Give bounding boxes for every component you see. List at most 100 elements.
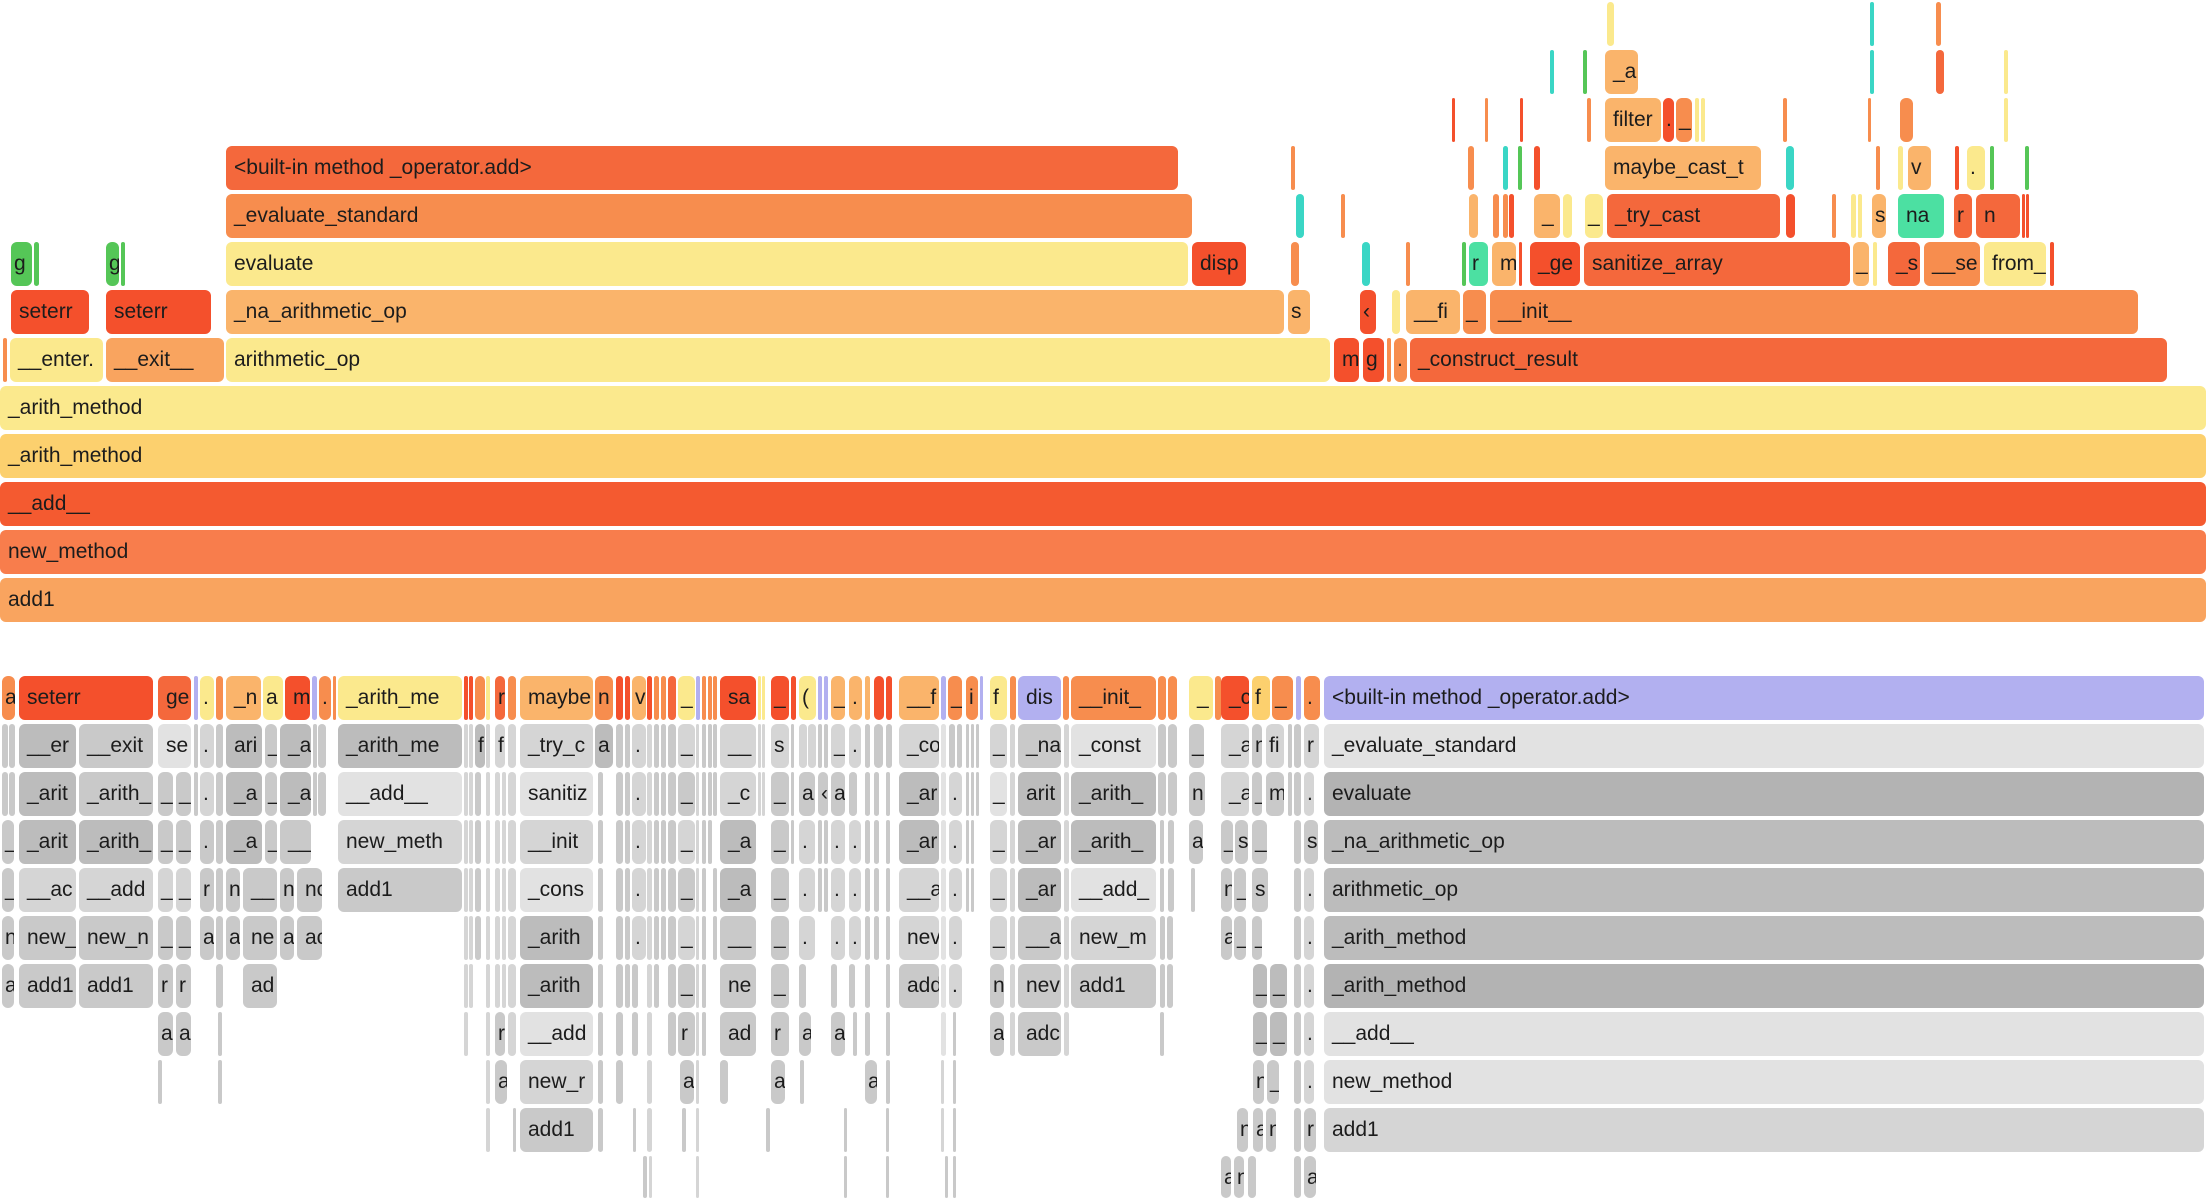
frame-n[interactable]: n (990, 964, 1004, 1008)
frame-sliver[interactable] (696, 1108, 699, 1152)
frame-sliver[interactable]: . (632, 916, 646, 960)
frame-_const[interactable]: _const (1071, 724, 1156, 768)
frame-sliver[interactable] (713, 772, 717, 816)
frame-sliver[interactable] (2026, 194, 2029, 238)
frame-sliver[interactable] (668, 676, 676, 720)
frame-sliver[interactable]: ‹ (1360, 290, 1376, 334)
frame-f[interactable]: f (1252, 676, 1270, 720)
frame-sliver[interactable] (502, 916, 506, 960)
frame-sliver[interactable] (194, 724, 198, 768)
frame-sliver[interactable] (1291, 242, 1299, 286)
frame-_arith[interactable]: _arith (520, 916, 593, 960)
frame-sliver[interactable] (941, 964, 946, 1008)
frame-sliver[interactable] (791, 820, 794, 864)
frame-sliver[interactable] (886, 676, 892, 720)
frame-sliver[interactable] (824, 676, 828, 720)
frame-v[interactable]: v (632, 676, 646, 720)
frame-sliver[interactable] (1783, 98, 1787, 142)
frame-sliver[interactable] (668, 868, 676, 912)
frame-_[interactable]: _ (1253, 1012, 1267, 1056)
frame-sliver[interactable] (495, 868, 500, 912)
frame-sliver[interactable] (647, 772, 652, 816)
frame-_a[interactable]: _a (226, 772, 262, 816)
frame-sliver[interactable]: . (799, 820, 815, 864)
frame-_[interactable]: _ (1253, 964, 1267, 1008)
frame-sliver[interactable] (668, 724, 676, 768)
frame-sliver[interactable] (953, 1012, 956, 1056)
frame-sliver[interactable] (1064, 916, 1069, 960)
frame-sliver[interactable] (469, 916, 473, 960)
frame-sliver[interactable] (661, 868, 666, 912)
frame-_arith_[interactable]: _arith_ (1071, 820, 1156, 864)
frame-sliver[interactable] (486, 676, 490, 720)
frame-n[interactable]: n (1189, 772, 1205, 816)
frame-_co[interactable]: _co (899, 724, 939, 768)
frame-sliver[interactable]: . (1663, 98, 1674, 142)
frame-r[interactable] (1294, 772, 1301, 816)
frame-_[interactable]: _ (1270, 964, 1287, 1008)
frame-sliver[interactable] (708, 724, 712, 768)
frame-_[interactable]: _ (1853, 242, 1869, 286)
frame-sliver[interactable] (831, 964, 837, 1008)
frame-sliver[interactable]: . (200, 820, 214, 864)
frame-nev[interactable]: nev (1018, 964, 1061, 1008)
frame-_[interactable]: _ (1234, 868, 1246, 912)
frame-_[interactable] (1294, 964, 1301, 1008)
frame-s[interactable]: s (1872, 194, 1886, 238)
frame-sliver[interactable] (2, 724, 8, 768)
frame-sliver[interactable] (1550, 50, 1554, 94)
frame-sliver[interactable]: . (849, 868, 861, 912)
frame-new_method[interactable]: new_method (0, 530, 2206, 574)
frame-_arit[interactable]: _arit (19, 820, 76, 864)
frame-_[interactable]: _ (1676, 98, 1692, 142)
frame-sliver[interactable] (495, 820, 500, 864)
frame-sliver[interactable] (941, 1108, 944, 1152)
frame-sliver[interactable]: . (632, 820, 646, 864)
frame-sliver[interactable] (486, 1108, 490, 1152)
frame-_[interactable]: _ (990, 868, 1007, 912)
frame-sliver[interactable] (696, 868, 699, 912)
frame-n[interactable]: n (1976, 194, 2020, 238)
frame-a[interactable]: a (990, 1012, 1004, 1056)
frame-sliver[interactable] (849, 772, 857, 816)
frame-sliver[interactable] (654, 772, 659, 816)
frame-sliver[interactable] (696, 1060, 699, 1104)
frame-sliver[interactable] (1563, 194, 1572, 238)
frame-seterr[interactable]: seterr (19, 676, 153, 720)
frame-sliver[interactable] (508, 676, 516, 720)
frame-sliver[interactable] (598, 772, 603, 816)
frame-sliver[interactable] (647, 964, 652, 1008)
frame-_[interactable]: _ (1189, 724, 1204, 768)
frame-maybe_cast_t[interactable]: maybe_cast_t (1605, 146, 1761, 190)
frame-sliver[interactable]: ‹ (818, 772, 828, 816)
frame-n[interactable]: n (595, 676, 613, 720)
frame-sliver[interactable] (766, 1108, 770, 1152)
frame-sliver[interactable] (1167, 916, 1173, 960)
frame-a[interactable]: a (799, 1012, 811, 1056)
frame-_[interactable]: _ (265, 724, 277, 768)
frame-a[interactable]: a (2, 964, 14, 1008)
frame-__[interactable]: __ (243, 868, 277, 912)
frame-sliver[interactable] (1503, 194, 1508, 238)
frame-sliver[interactable] (702, 868, 706, 912)
frame-__er[interactable]: __er (19, 724, 76, 768)
frame-_arith_method[interactable]: _arith_method (1324, 964, 2204, 1008)
frame-sliver[interactable] (1936, 50, 1944, 94)
frame-__[interactable]: __ (720, 916, 756, 960)
frame-sliver[interactable] (216, 676, 223, 720)
frame-a[interactable]: a (1189, 820, 1203, 864)
frame-sliver[interactable] (1485, 98, 1488, 142)
frame-sliver[interactable] (661, 676, 666, 720)
frame-n[interactable]: n (226, 868, 240, 912)
frame-f[interactable]: f (495, 724, 505, 768)
frame-__add__[interactable]: __add__ (0, 482, 2206, 526)
frame-_[interactable]: _ (948, 676, 962, 720)
frame-sliver[interactable] (1288, 772, 1292, 816)
frame-sliver[interactable] (941, 772, 946, 816)
frame-sliver[interactable] (696, 964, 699, 1008)
frame-sliver[interactable] (216, 820, 223, 864)
frame-sliver[interactable] (865, 676, 870, 720)
frame-new_r[interactable]: new_r (520, 1060, 593, 1104)
frame-_arith[interactable]: _arith (520, 964, 593, 1008)
frame-n[interactable]: n (1253, 1060, 1264, 1104)
